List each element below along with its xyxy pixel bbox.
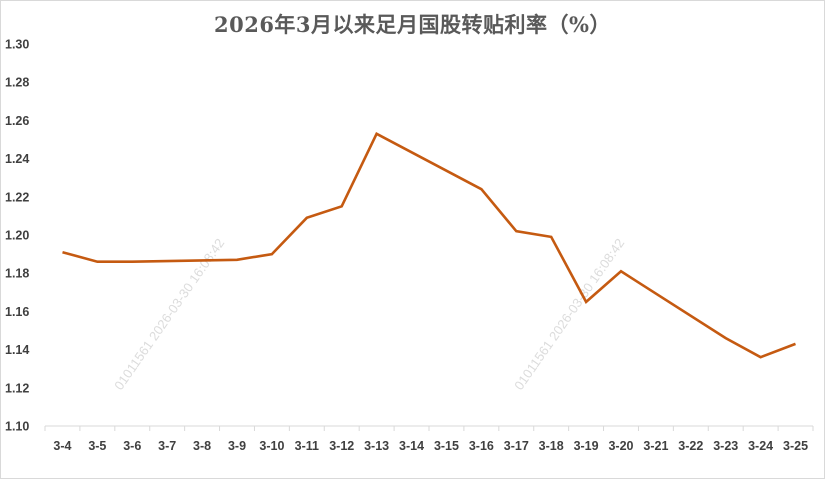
x-tick-label: 3-18 — [539, 439, 564, 453]
x-tick-label: 3-17 — [504, 439, 529, 453]
y-tick-label: 1.20 — [5, 229, 29, 243]
x-tick-label: 3-13 — [364, 439, 389, 453]
y-tick-label: 1.28 — [5, 76, 29, 90]
watermark-text: 01011561 2026-03-30 16:08:42 — [511, 236, 627, 393]
x-tick-label: 3-11 — [295, 439, 319, 453]
y-tick-label: 1.30 — [5, 38, 29, 52]
x-tick-label: 3-22 — [678, 439, 703, 453]
x-tick-label: 3-10 — [259, 439, 284, 453]
x-tick-label: 3-15 — [434, 439, 459, 453]
x-tick-label: 3-9 — [228, 439, 246, 453]
x-tick-label: 3-24 — [748, 439, 773, 453]
y-tick-label: 1.12 — [5, 381, 29, 395]
x-tick-label: 3-6 — [123, 439, 141, 453]
x-tick-label: 3-19 — [574, 439, 599, 453]
x-tick-label: 3-16 — [469, 439, 494, 453]
x-tick-label: 3-25 — [783, 439, 808, 453]
x-tick-label: 3-23 — [713, 439, 738, 453]
x-tick-label: 3-4 — [53, 439, 71, 453]
y-tick-label: 1.16 — [5, 305, 29, 319]
y-tick-label: 1.26 — [5, 114, 29, 128]
chart-title: 2026年3月以来足月国股转贴利率（%） — [213, 12, 611, 37]
y-tick-label: 1.22 — [5, 190, 29, 204]
x-tick-label: 3-21 — [643, 439, 668, 453]
series-line — [62, 132, 796, 359]
x-tick-label: 3-12 — [329, 439, 354, 453]
y-tick-label: 1.14 — [5, 343, 29, 357]
y-tick-label: 1.18 — [5, 267, 29, 281]
x-tick-label: 3-5 — [88, 439, 106, 453]
y-tick-label: 1.24 — [5, 152, 29, 166]
x-tick-label: 3-7 — [158, 439, 176, 453]
y-tick-label: 1.10 — [5, 420, 29, 434]
x-tick-label: 3-14 — [399, 439, 424, 453]
x-tick-label: 3-20 — [608, 439, 633, 453]
x-tick-label: 3-8 — [193, 439, 211, 453]
